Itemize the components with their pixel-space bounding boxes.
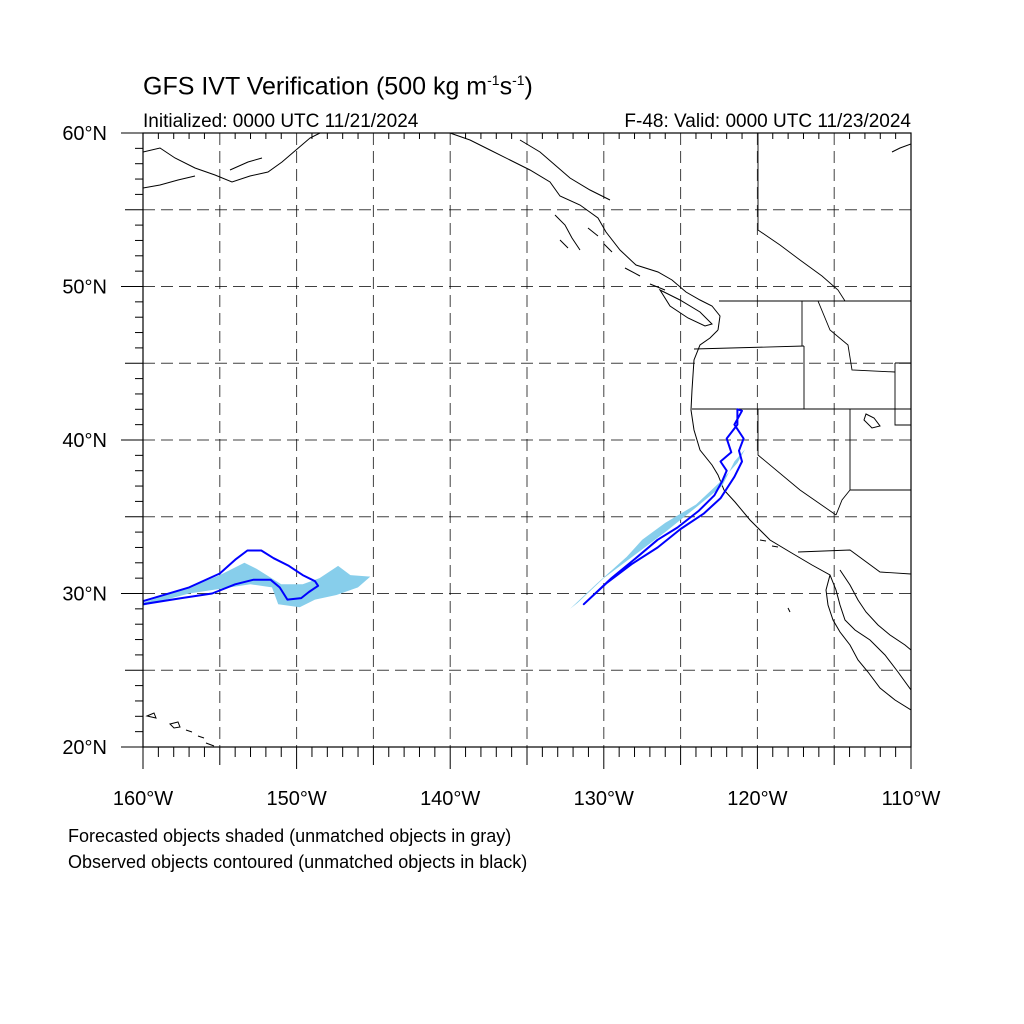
axis-ticks [121, 132, 912, 769]
x-tick-label: 140°W [420, 788, 480, 810]
border-wa-or [693, 345, 805, 350]
coastline-canada-top-right [891, 143, 911, 153]
border-or-id [801, 301, 805, 409]
border-us-mexico [797, 549, 911, 575]
coastline-aleutian [143, 133, 321, 183]
x-tick-label: 110°W [882, 788, 941, 810]
border-ca-nv [757, 409, 837, 516]
axis-labels: 160°W 150°W 140°W 130°W 120°W 110°W 60°N 50°N 40… [62, 123, 940, 810]
grid-lines [143, 133, 911, 747]
vancouver-island [658, 288, 713, 327]
x-tick-label: 120°W [727, 788, 787, 810]
y-tick-label: 20°N [62, 737, 107, 759]
y-tick-label: 30°N [62, 584, 107, 606]
observed-objects [143, 408, 745, 606]
x-tick-label: 160°W [113, 788, 173, 810]
legend-note-forecast: Forecasted objects shaded (unmatched obj… [68, 826, 512, 846]
hawaii-islands [145, 712, 215, 747]
initialized-time: Initialized: 0000 UTC 11/21/2024 [143, 111, 419, 132]
forecast-object [143, 562, 371, 608]
x-tick-label: 150°W [266, 788, 326, 810]
border-az [835, 489, 851, 516]
coastline-alaska [449, 133, 721, 331]
gulf-of-california [839, 569, 911, 651]
border-nv-ut [849, 409, 911, 491]
baja-california [825, 574, 911, 711]
observed-contour [143, 549, 320, 606]
coastline-alaska-inner [519, 139, 611, 201]
border-canada-provinces [757, 133, 846, 302]
great-salt-lake [863, 413, 881, 429]
valid-time: F-48: Valid: 0000 UTC 11/23/2024 [624, 111, 911, 132]
channel-islands [759, 539, 791, 613]
y-tick-label: 50°N [62, 277, 107, 299]
y-tick-label: 40°N [62, 430, 107, 452]
political-borders [692, 133, 911, 575]
forecast-object [570, 449, 746, 609]
observed-contour [582, 408, 745, 606]
x-tick-label: 130°W [574, 788, 634, 810]
coastlines [143, 133, 911, 747]
coastline-aleutian-2 [143, 157, 263, 189]
islands-southeast-alaska [554, 214, 666, 291]
border-wy [894, 362, 911, 426]
page-title: GFS IVT Verification (500 kg m-1s-1) [143, 72, 533, 101]
forecast-objects [143, 449, 746, 609]
border-id-mt [817, 300, 896, 373]
y-tick-label: 60°N [62, 123, 107, 145]
coastline-west-us [690, 329, 911, 691]
legend-note-observed: Observed objects contoured (unmatched ob… [68, 852, 528, 872]
